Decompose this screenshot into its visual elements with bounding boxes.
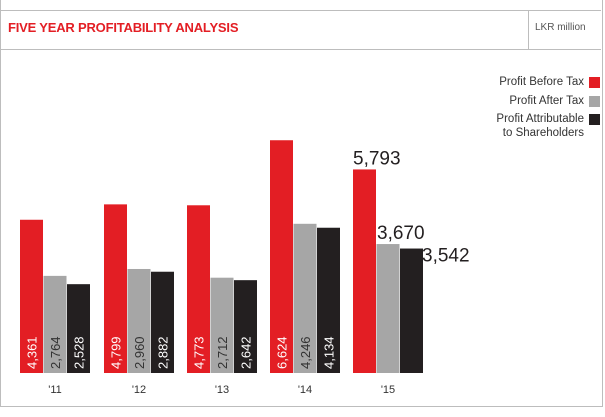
x-tick-label: '14 bbox=[298, 384, 312, 396]
bar-value-label-large: 3,670 bbox=[377, 223, 425, 244]
bar bbox=[317, 227, 340, 373]
bar-value-label: 4,246 bbox=[298, 336, 313, 369]
bar-value-label: 4,134 bbox=[322, 336, 337, 369]
bar-value-label-large: 5,793 bbox=[353, 148, 401, 169]
bar-value-label-large: 3,542 bbox=[422, 246, 470, 267]
unit-box: LKR million bbox=[528, 11, 601, 49]
legend-item-profit-attributable: Profit Attributable to Shareholders bbox=[496, 112, 600, 140]
bar bbox=[376, 244, 400, 373]
bar bbox=[67, 284, 90, 373]
legend-swatch-grey bbox=[589, 96, 600, 107]
bar bbox=[270, 140, 293, 373]
bar-value-label: 4,799 bbox=[109, 336, 124, 369]
bar bbox=[187, 205, 210, 373]
x-tick-label: '13 bbox=[215, 384, 229, 396]
legend-item-profit-before-tax: Profit Before Tax bbox=[499, 75, 600, 89]
bar bbox=[20, 219, 43, 373]
bar-value-label: 2,764 bbox=[48, 336, 63, 369]
bar bbox=[353, 169, 376, 373]
bar bbox=[104, 204, 127, 373]
bar bbox=[151, 271, 174, 373]
bar-value-label: 2,960 bbox=[132, 336, 147, 369]
bar-value-label: 4,361 bbox=[25, 336, 40, 369]
x-tick-label: '12 bbox=[132, 384, 146, 396]
legend-item-profit-after-tax: Profit After Tax bbox=[509, 94, 600, 108]
bar bbox=[400, 248, 423, 373]
bar-value-label: 6,624 bbox=[275, 336, 290, 369]
legend-swatch-red bbox=[589, 77, 600, 88]
bar-value-label: 2,712 bbox=[215, 336, 230, 369]
chart-frame bbox=[0, 0, 603, 407]
legend-label: Profit Attributable to Shareholders bbox=[496, 113, 584, 139]
bar-value-label: 4,773 bbox=[192, 336, 207, 369]
bar-value-label: 2,882 bbox=[156, 336, 171, 369]
bar-value-label: 2,642 bbox=[239, 336, 254, 369]
chart-title: FIVE YEAR PROFITABILITY ANALYSIS bbox=[8, 20, 239, 35]
x-tick-label: '11 bbox=[48, 384, 62, 396]
x-tick-label: '15 bbox=[381, 384, 395, 396]
bar bbox=[234, 280, 257, 373]
chart-header: FIVE YEAR PROFITABILITY ANALYSIS LKR mil… bbox=[1, 10, 601, 50]
bar-value-label: 2,528 bbox=[72, 336, 87, 369]
unit-label: LKR million bbox=[535, 22, 586, 33]
legend-label: Profit After Tax bbox=[509, 95, 584, 107]
bar bbox=[293, 223, 317, 373]
bar bbox=[210, 277, 234, 373]
bar bbox=[43, 275, 67, 373]
bar bbox=[127, 268, 151, 373]
legend-label: Profit Before Tax bbox=[499, 76, 584, 88]
legend-swatch-black bbox=[589, 114, 600, 125]
